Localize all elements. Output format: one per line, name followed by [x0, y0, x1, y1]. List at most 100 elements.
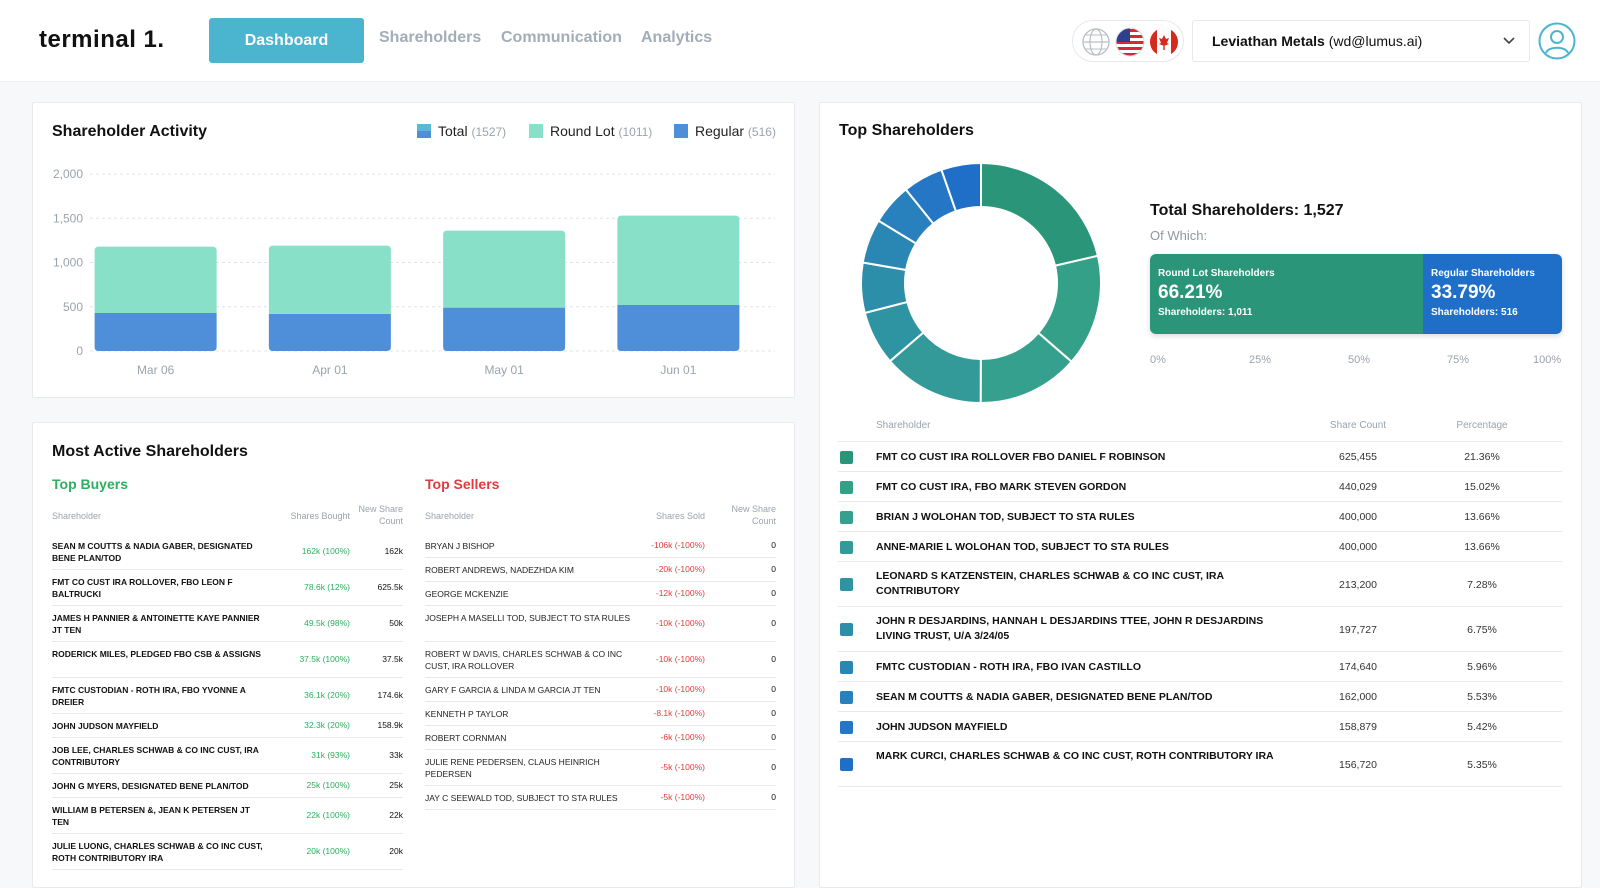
shareholder-name: ROBERT ANDREWS, NADEZHDA KIM — [425, 565, 574, 575]
buyers-col-bought: Shares Bought — [290, 511, 350, 521]
shareholder-name: JAY C SEEWALD TOD, SUBJECT TO STA RULES — [425, 793, 618, 803]
y-tick-label: 0 — [76, 344, 83, 358]
shares-change: -5k (-100%) — [660, 792, 705, 802]
shares-change: -106k (-100%) — [651, 540, 705, 550]
shareholder-row[interactable]: ANNE-MARIE L WOLOHAN TOD, SUBJECT TO STA… — [838, 532, 1562, 562]
tab-shareholders[interactable]: Shareholders — [379, 29, 482, 46]
table-row[interactable]: JULIE LUONG, CHARLES SCHWAB & CO INC CUS… — [52, 834, 403, 870]
color-swatch — [840, 623, 853, 636]
shares-change: 32.3k (20%) — [304, 720, 350, 730]
shareholder-row[interactable]: FMTC CUSTODIAN - ROTH IRA, FBO IVAN CAST… — [838, 652, 1562, 682]
bar-regular[interactable] — [94, 312, 217, 351]
shares-change: -10k (-100%) — [655, 654, 705, 664]
chevron-down-icon[interactable] — [1499, 31, 1519, 51]
shareholder-name: LEONARD S KATZENSTEIN, CHARLES SCHWAB & … — [876, 570, 1224, 597]
new-share-count: 0 — [771, 540, 776, 550]
shareholder-row[interactable]: FMT CO CUST IRA, FBO MARK STEVEN GORDON 4… — [838, 472, 1562, 502]
shares-change: 49.5k (98%) — [304, 618, 350, 628]
table-row[interactable]: ROBERT W DAVIS, CHARLES SCHWAB & CO INC … — [425, 642, 776, 678]
legend-swatch-total — [417, 124, 431, 138]
globe-icon[interactable] — [1081, 27, 1111, 57]
regular-percent: 33.79% — [1431, 282, 1496, 303]
regular-segment[interactable]: Regular Shareholders 33.79% Shareholders… — [1423, 254, 1562, 334]
table-row[interactable]: RODERICK MILES, PLEDGED FBO CSB & ASSIGN… — [52, 642, 403, 678]
y-tick-label: 1,000 — [53, 256, 83, 270]
shareholder-row[interactable]: MARK CURCI, CHARLES SCHWAB & CO INC CUST… — [838, 742, 1562, 787]
axis-25: 25% — [1249, 354, 1272, 366]
table-row[interactable]: JULIE RENE PEDERSEN, CLAUS HEINRICH PEDE… — [425, 750, 776, 786]
color-swatch — [840, 690, 853, 704]
legend-count-regular: (516) — [747, 125, 776, 139]
shareholder-row[interactable]: LEONARD S KATZENSTEIN, CHARLES SCHWAB & … — [838, 562, 1562, 607]
shareholder-name: JOHN R DESJARDINS, HANNAH L DESJARDINS T… — [876, 615, 1264, 642]
top-sellers-table: Shareholder Shares Sold New Share Count … — [425, 502, 776, 872]
table-row[interactable]: FMTC CUSTODIAN - ROTH IRA, FBO YVONNE A … — [52, 678, 403, 714]
new-share-count: 0 — [771, 564, 776, 574]
company-selector[interactable]: Leviathan Metals (wd@lumus.ai) — [1192, 20, 1530, 62]
table-row[interactable]: JOHN JUDSON MAYFIELD 32.3k (20%) 158.9k — [52, 714, 403, 738]
tab-dashboard[interactable]: Dashboard — [209, 18, 364, 63]
top-buyers-heading: Top Buyers — [52, 476, 128, 492]
tab-communication[interactable]: Communication — [501, 29, 622, 46]
us-flag-icon[interactable] — [1115, 27, 1145, 57]
regular-label: Regular Shareholders — [1431, 268, 1535, 279]
sellers-col-new-1: New Share — [731, 504, 776, 514]
table-row[interactable]: JAMES H PANNIER & ANTOINETTE KAYE PANNIE… — [52, 606, 403, 642]
table-row[interactable]: WILLIAM B PETERSEN &, JEAN K PETERSEN JT… — [52, 798, 403, 834]
shares-change: 20k (100%) — [306, 846, 350, 856]
shareholder-row[interactable]: SEAN M COUTTS & NADIA GABER, DESIGNATED … — [838, 682, 1562, 712]
bar-regular[interactable] — [268, 313, 391, 351]
shares-change: 25k (100%) — [306, 780, 350, 790]
table-row[interactable]: JOB LEE, CHARLES SCHWAB & CO INC CUST, I… — [52, 738, 403, 774]
legend-round-lot[interactable]: Round Lot (1011) — [529, 123, 652, 141]
x-tick-label: Apr 01 — [312, 363, 348, 377]
table-row[interactable]: ROBERT ANDREWS, NADEZHDA KIM -20k (-100%)… — [425, 558, 776, 582]
bar-round-lot[interactable] — [617, 215, 740, 305]
table-row[interactable]: KENNETH P TAYLOR -8.1k (-100%) 0 — [425, 702, 776, 726]
tab-analytics[interactable]: Analytics — [641, 29, 713, 46]
new-share-count: 37.5k — [382, 654, 403, 664]
new-share-count: 20k — [389, 846, 403, 856]
donut-slice[interactable] — [980, 161, 1100, 267]
shareholder-row[interactable]: JOHN R DESJARDINS, HANNAH L DESJARDINS T… — [838, 607, 1562, 652]
app-logo[interactable]: terminal 1. — [39, 26, 165, 53]
round-lot-segment[interactable]: Round Lot Shareholders 66.21% Shareholde… — [1150, 254, 1423, 334]
table-row[interactable]: FMT CO CUST IRA ROLLOVER, FBO LEON F BAL… — [52, 570, 403, 606]
shareholder-name: FMTC CUSTODIAN - ROTH IRA, FBO YVONNE A … — [52, 685, 246, 707]
table-row[interactable]: ROBERT CORNMAN -6k (-100%) 0 — [425, 726, 776, 750]
shareholder-row[interactable]: FMT CO CUST IRA ROLLOVER FBO DANIEL F RO… — [838, 442, 1562, 472]
legend-regular[interactable]: Regular (516) — [674, 123, 776, 141]
share-count: 162,000 — [1339, 691, 1377, 703]
canada-flag-icon[interactable] — [1149, 27, 1179, 57]
share-count: 625,455 — [1339, 451, 1377, 463]
shareholder-row[interactable]: BRIAN J WOLOHAN TOD, SUBJECT TO STA RULE… — [838, 502, 1562, 532]
table-row[interactable]: SEAN M COUTTS & NADIA GABER, DESIGNATED … — [52, 534, 403, 570]
table-row[interactable]: JOHN G MYERS, DESIGNATED BENE PLAN/TOD 25… — [52, 774, 403, 798]
table-row[interactable]: GARY F GARCIA & LINDA M GARCIA JT TEN -10… — [425, 678, 776, 702]
table-row[interactable]: JAY C SEEWALD TOD, SUBJECT TO STA RULES -… — [425, 786, 776, 810]
x-tick-label: May 01 — [484, 363, 524, 377]
buyers-col-shareholder: Shareholder — [52, 511, 102, 521]
shareholder-row[interactable]: JOHN JUDSON MAYFIELD 158,879 5.42% — [838, 712, 1562, 742]
donut-slice[interactable] — [940, 161, 982, 213]
shareholder-name: ROBERT W DAVIS, CHARLES SCHWAB & CO INC … — [425, 649, 623, 671]
share-percentage: 6.75% — [1467, 623, 1497, 636]
bar-regular[interactable] — [617, 304, 740, 351]
x-tick-label: Jun 01 — [660, 363, 696, 377]
share-count: 197,727 — [1339, 623, 1377, 636]
share-percentage: 13.66% — [1464, 541, 1500, 553]
shareholder-name: JOB LEE, CHARLES SCHWAB & CO INC CUST, I… — [52, 745, 259, 767]
user-avatar-icon[interactable] — [1538, 22, 1576, 60]
bar-round-lot[interactable] — [94, 246, 217, 313]
new-share-count: 625.5k — [377, 582, 403, 592]
bar-round-lot[interactable] — [268, 245, 391, 314]
table-row[interactable]: BRYAN J BISHOP -106k (-100%) 0 — [425, 534, 776, 558]
bar-round-lot[interactable] — [443, 230, 566, 308]
table-row[interactable]: JOSEPH A MASELLI TOD, SUBJECT TO STA RUL… — [425, 606, 776, 642]
shares-change: -8.1k (-100%) — [653, 708, 706, 718]
legend-total[interactable]: Total (1527) — [417, 123, 506, 141]
shares-change: -12k (-100%) — [655, 588, 705, 598]
bar-regular[interactable] — [443, 307, 566, 351]
table-row[interactable]: GEORGE MCKENZIE -12k (-100%) 0 — [425, 582, 776, 606]
new-share-count: 25k — [389, 780, 403, 790]
